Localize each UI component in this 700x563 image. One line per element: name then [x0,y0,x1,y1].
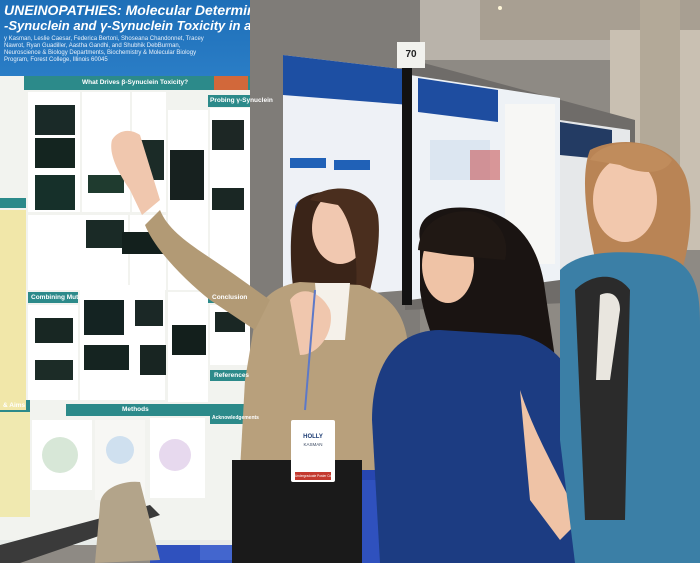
section-combining: Combining Mutants [31,294,92,301]
listener-person-teal [560,142,700,563]
badge-ribbon: Undergraduate Poster Competition [295,472,331,480]
poster-title-banner: UNEINOPATHIES: Molecular Determinants of… [0,0,250,76]
section-aims: & Aims [3,402,26,409]
presenter-person [111,130,409,563]
name-badge: HOLLY KASMAN Undergraduate Poster Compet… [291,420,335,482]
background-person [95,481,160,563]
poster-title-line2: -Synuclein and γ-Synuclein Toxicity in a… [4,18,250,33]
section-methods: Methods [122,406,149,413]
listener-person-navy [372,207,585,563]
badge-first-name: HOLLY [303,434,323,440]
booth-number-sign: 70 [397,42,425,68]
ceiling-light [498,6,502,10]
section-references: References [214,372,250,379]
badge-last-name: KASMAN [303,442,323,447]
poster-pole [402,45,412,305]
section-what-drives: What Drives β-Synuclein Toxicity? [82,79,189,86]
section-probing: Probing γ-Synuclein [210,97,273,104]
poster-title-line1: UNEINOPATHIES: Molecular Determinants of [4,2,250,18]
poster-authors: y Kasman, Leslie Caesar, Federica Berton… [4,36,204,63]
section-acknowledgements: Acknowledgements [212,415,259,421]
section-conclusion: Conclusion [212,294,248,301]
